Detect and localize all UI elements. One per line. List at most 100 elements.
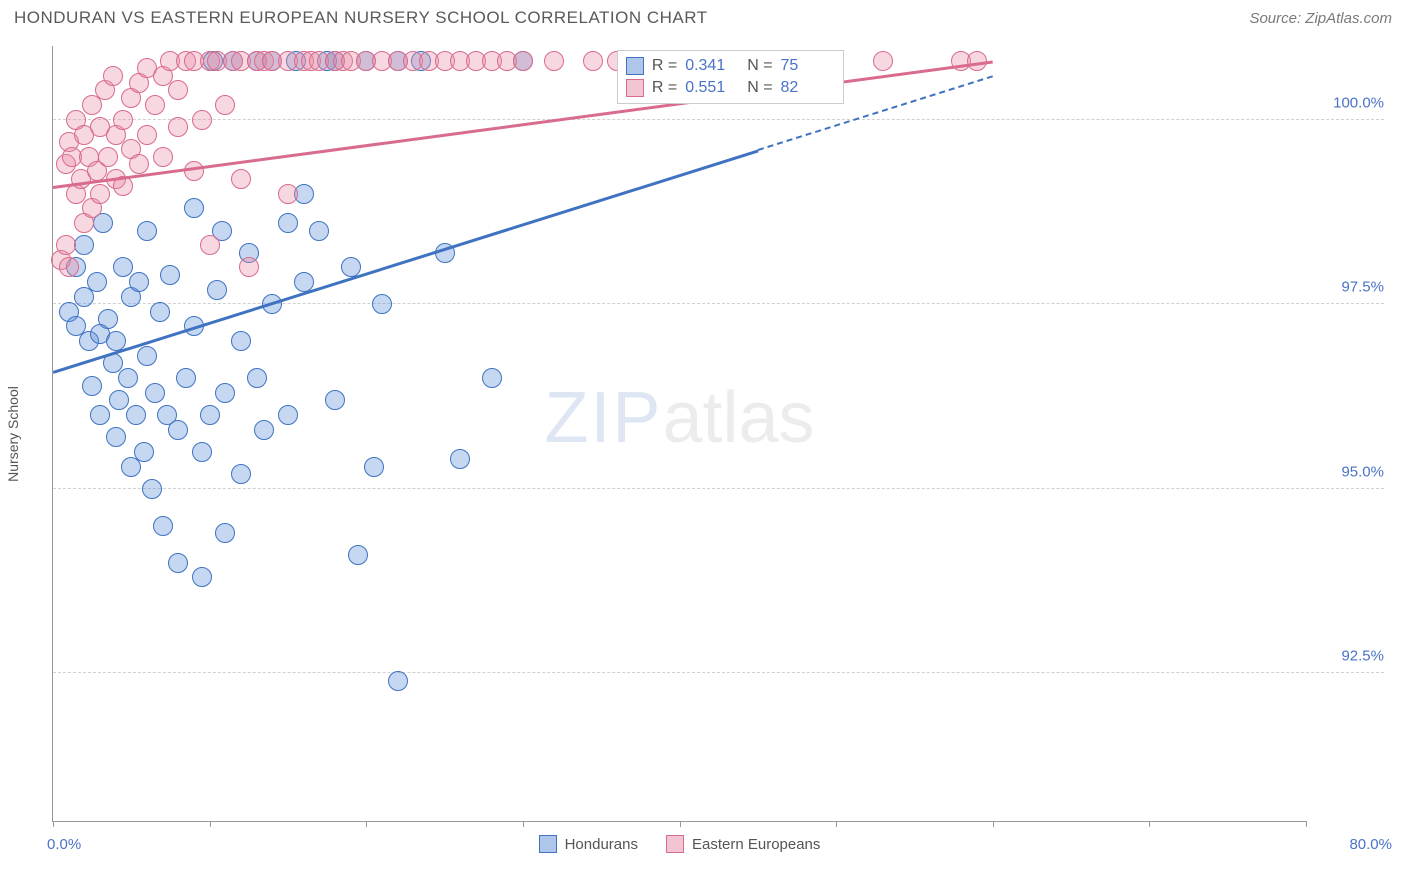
scatter-point xyxy=(137,346,157,366)
scatter-point xyxy=(192,567,212,587)
gridline xyxy=(53,119,1384,120)
legend-item-eastern-europeans: Eastern Europeans xyxy=(666,835,820,853)
x-tick xyxy=(993,821,994,827)
gridline xyxy=(53,488,1384,489)
scatter-point xyxy=(372,294,392,314)
stat-r-label: R = xyxy=(652,57,677,75)
scatter-point xyxy=(90,405,110,425)
scatter-point xyxy=(192,442,212,462)
scatter-point xyxy=(168,80,188,100)
scatter-point xyxy=(513,51,533,71)
x-axis-min-label: 0.0% xyxy=(47,836,81,853)
scatter-point xyxy=(231,331,251,351)
y-tick-label: 95.0% xyxy=(1314,463,1384,480)
x-tick xyxy=(210,821,211,827)
trend-line xyxy=(53,149,759,373)
stats-row: R =0.551N =82 xyxy=(626,77,835,99)
scatter-point xyxy=(129,154,149,174)
scatter-point xyxy=(482,368,502,388)
scatter-point xyxy=(134,442,154,462)
x-tick xyxy=(680,821,681,827)
legend-item-hondurans: Hondurans xyxy=(539,835,638,853)
scatter-point xyxy=(215,383,235,403)
x-tick xyxy=(1306,821,1307,827)
scatter-point xyxy=(150,302,170,322)
correlation-stats-box: R = 0.341 N = 75 R =0.551N =82 xyxy=(617,50,844,104)
scatter-point xyxy=(168,117,188,137)
stat-r-value: 0.341 xyxy=(685,57,739,75)
chart-title: HONDURAN VS EASTERN EUROPEAN NURSERY SCH… xyxy=(14,8,708,28)
scatter-point xyxy=(200,235,220,255)
scatter-point xyxy=(168,420,188,440)
stats-swatch xyxy=(626,57,644,75)
scatter-point xyxy=(184,198,204,218)
scatter-point xyxy=(278,184,298,204)
y-tick-label: 100.0% xyxy=(1314,94,1384,111)
scatter-point xyxy=(145,95,165,115)
plot-region: 92.5%95.0%97.5%100.0% xyxy=(53,46,1306,821)
scatter-point xyxy=(153,147,173,167)
legend-label: Eastern Europeans xyxy=(692,836,820,853)
scatter-point xyxy=(348,545,368,565)
y-axis-label: Nursery School xyxy=(5,386,21,482)
source-attribution: Source: ZipAtlas.com xyxy=(1249,10,1392,27)
scatter-point xyxy=(278,405,298,425)
scatter-point xyxy=(544,51,564,71)
scatter-point xyxy=(74,235,94,255)
scatter-point xyxy=(137,221,157,241)
scatter-point xyxy=(388,671,408,691)
legend-swatch xyxy=(666,835,684,853)
stat-r-label: R = xyxy=(652,79,677,97)
scatter-point xyxy=(254,420,274,440)
scatter-point xyxy=(109,390,129,410)
scatter-point xyxy=(450,449,470,469)
scatter-point xyxy=(113,110,133,130)
scatter-point xyxy=(126,405,146,425)
scatter-point xyxy=(90,184,110,204)
stats-swatch xyxy=(626,79,644,97)
scatter-point xyxy=(118,368,138,388)
scatter-point xyxy=(113,257,133,277)
scatter-point xyxy=(142,479,162,499)
scatter-point xyxy=(168,553,188,573)
gridline xyxy=(53,303,1384,304)
chart-area: 92.5%95.0%97.5%100.0% Nursery School ZIP… xyxy=(52,46,1306,822)
scatter-point xyxy=(192,110,212,130)
scatter-point xyxy=(247,368,267,388)
scatter-point xyxy=(215,95,235,115)
scatter-point xyxy=(873,51,893,71)
scatter-point xyxy=(106,427,126,447)
scatter-point xyxy=(207,280,227,300)
scatter-point xyxy=(98,309,118,329)
scatter-point xyxy=(325,390,345,410)
scatter-point xyxy=(153,516,173,536)
scatter-point xyxy=(82,376,102,396)
x-tick xyxy=(366,821,367,827)
stat-n-label: N = xyxy=(747,79,772,97)
scatter-point xyxy=(87,272,107,292)
scatter-point xyxy=(231,464,251,484)
scatter-point xyxy=(278,213,298,233)
scatter-point xyxy=(137,125,157,145)
scatter-point xyxy=(160,265,180,285)
scatter-point xyxy=(176,368,196,388)
stat-n-label: N = xyxy=(747,57,772,75)
scatter-point xyxy=(364,457,384,477)
legend-label: Hondurans xyxy=(565,836,638,853)
scatter-point xyxy=(59,257,79,277)
scatter-point xyxy=(309,221,329,241)
scatter-point xyxy=(215,523,235,543)
legend-swatch xyxy=(539,835,557,853)
x-tick xyxy=(53,821,54,827)
y-tick-label: 92.5% xyxy=(1314,648,1384,665)
scatter-point xyxy=(583,51,603,71)
stat-n-value: 75 xyxy=(781,57,835,75)
x-axis-max-label: 80.0% xyxy=(1349,836,1392,853)
x-tick xyxy=(1149,821,1150,827)
scatter-point xyxy=(200,405,220,425)
legend: Hondurans Eastern Europeans xyxy=(53,835,1306,853)
x-tick xyxy=(523,821,524,827)
stats-row: R = 0.341 N = 75 xyxy=(626,55,835,77)
scatter-point xyxy=(231,169,251,189)
scatter-point xyxy=(184,161,204,181)
